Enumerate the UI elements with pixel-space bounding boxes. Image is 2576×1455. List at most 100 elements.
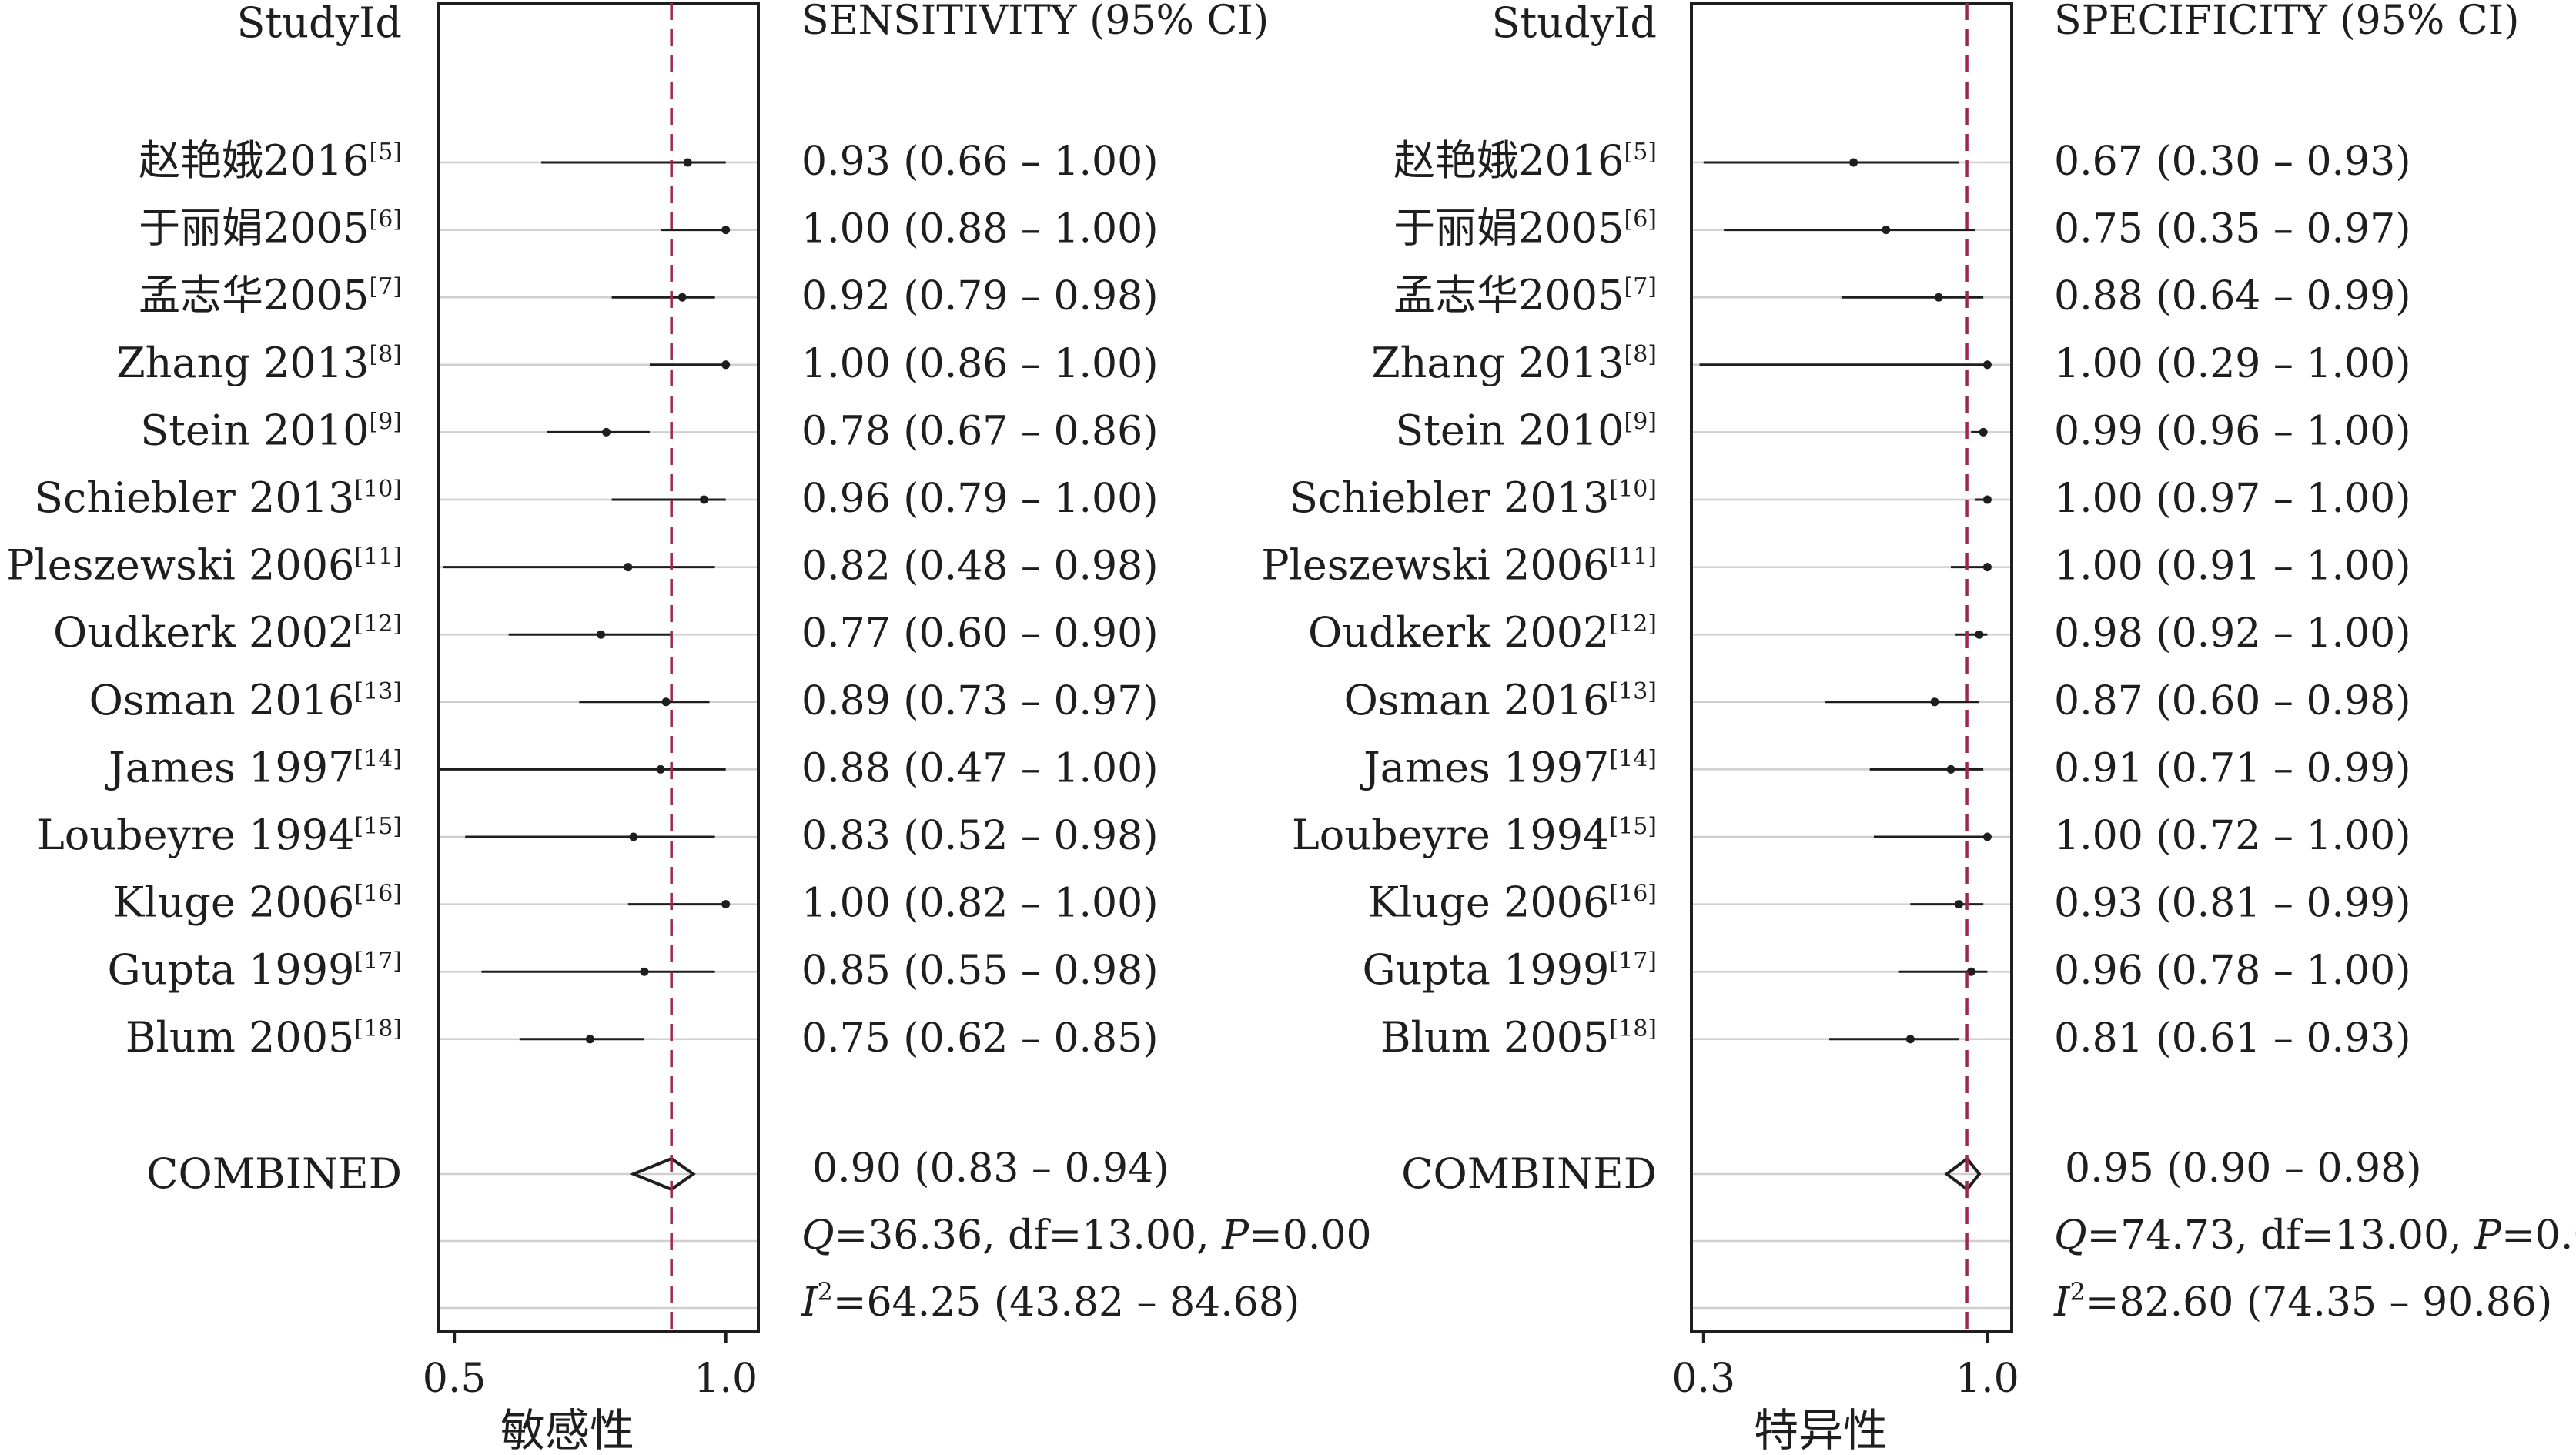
plot-frame bbox=[437, 2, 760, 1333]
study-estimate-text: 0.98 (0.92 – 1.00) bbox=[2054, 610, 2411, 657]
study-estimate-text: 0.88 (0.64 – 0.99) bbox=[2054, 273, 2411, 319]
study-estimate-text: 0.99 (0.96 – 1.00) bbox=[2054, 408, 2411, 454]
study-label: 于丽娟2005[6] bbox=[139, 204, 402, 253]
study-point bbox=[1982, 563, 1992, 572]
study-estimate-text: 1.00 (0.82 – 1.00) bbox=[801, 881, 1159, 927]
study-point bbox=[656, 764, 665, 774]
study-point bbox=[597, 630, 606, 639]
i2-statistic-text: I2=64.25 (43.82 – 84.68) bbox=[801, 1277, 1300, 1326]
study-point bbox=[640, 967, 649, 976]
study-label: Blum 2005[18] bbox=[1380, 1013, 1657, 1062]
study-point bbox=[677, 293, 687, 302]
studyid-header: StudyId bbox=[237, 0, 402, 47]
plot-frame bbox=[1690, 2, 2013, 1333]
x-tick-label: 0.3 bbox=[1671, 1356, 1735, 1402]
study-point bbox=[1930, 697, 1939, 707]
forest-panel-2: StudyId SPECIFICITY (95% CI) 赵艳娥2016[5] 0.6… bbox=[1261, 0, 2576, 1455]
study-point bbox=[1849, 158, 1858, 167]
study-label: Zhang 2013[8] bbox=[116, 339, 402, 387]
study-label: Osman 2016[13] bbox=[1344, 676, 1657, 724]
x-axis-label: 敏感性 bbox=[500, 1404, 634, 1455]
study-label: Gupta 1999[17] bbox=[107, 945, 402, 994]
study-estimate-text: 1.00 (0.88 – 1.00) bbox=[801, 206, 1159, 253]
study-point bbox=[1979, 427, 1988, 436]
study-point bbox=[683, 158, 692, 167]
x-tick-label: 1.0 bbox=[1955, 1356, 2019, 1402]
study-estimate-text: 0.85 (0.55 – 0.98) bbox=[801, 948, 1159, 994]
study-estimate-text: 1.00 (0.29 – 1.00) bbox=[2054, 341, 2411, 387]
study-label: Schiebler 2013[10] bbox=[35, 473, 402, 522]
study-label: 赵艳娥2016[5] bbox=[139, 136, 402, 185]
study-estimate-text: 1.00 (0.97 – 1.00) bbox=[2054, 476, 2411, 522]
i2-statistic-text: I2=82.60 (74.35 – 90.86) bbox=[2053, 1277, 2552, 1326]
study-estimate-text: 0.83 (0.52 – 0.98) bbox=[801, 813, 1159, 859]
study-point bbox=[1966, 967, 1975, 976]
study-point bbox=[721, 900, 731, 909]
study-estimate-text: 0.75 (0.35 – 0.97) bbox=[2054, 206, 2411, 253]
study-estimate-text: 0.96 (0.78 – 1.00) bbox=[2054, 948, 2411, 994]
study-label: Loubeyre 1994[15] bbox=[1292, 811, 1657, 859]
study-estimate-text: 0.82 (0.48 – 0.98) bbox=[801, 544, 1159, 590]
study-label: Blum 2005[18] bbox=[125, 1013, 402, 1062]
study-label: Oudkerk 2002[12] bbox=[1308, 608, 1657, 657]
study-point bbox=[602, 427, 611, 436]
x-axis-label: 特异性 bbox=[1754, 1404, 1888, 1455]
study-label: 孟志华2005[7] bbox=[1393, 271, 1657, 319]
study-point bbox=[1982, 360, 1992, 370]
q-statistic-text: Q=74.73, df=13.00, P=0.00 bbox=[2054, 1212, 2576, 1259]
study-label: Kluge 2006[16] bbox=[113, 878, 402, 927]
study-label: Pleszewski 2006[11] bbox=[1261, 541, 1657, 590]
study-estimate-text: 1.00 (0.72 – 1.00) bbox=[2054, 813, 2411, 859]
study-point bbox=[661, 697, 671, 707]
study-label: James 1997[14] bbox=[1360, 743, 1657, 791]
study-label: Kluge 2006[16] bbox=[1368, 878, 1657, 927]
study-estimate-text: 0.93 (0.66 – 1.00) bbox=[801, 139, 1159, 185]
combined-diamond bbox=[1944, 1156, 1982, 1192]
study-label: Oudkerk 2002[12] bbox=[53, 608, 402, 657]
study-label: 赵艳娥2016[5] bbox=[1393, 136, 1657, 185]
combined-label: COMBINED bbox=[146, 1149, 402, 1198]
study-estimate-text: 1.00 (0.86 – 1.00) bbox=[801, 341, 1159, 387]
study-label: Gupta 1999[17] bbox=[1362, 945, 1657, 994]
study-point bbox=[1982, 832, 1992, 841]
study-label: Schiebler 2013[10] bbox=[1290, 473, 1657, 522]
study-estimate-text: 0.77 (0.60 – 0.90) bbox=[801, 610, 1159, 657]
study-estimate-text: 0.87 (0.60 – 0.98) bbox=[2054, 678, 2411, 724]
study-label: Stein 2010[9] bbox=[140, 406, 402, 454]
study-point bbox=[721, 360, 731, 370]
study-point bbox=[629, 832, 638, 841]
study-estimate-text: 0.92 (0.79 – 0.98) bbox=[801, 273, 1159, 319]
studyid-header: StudyId bbox=[1492, 0, 1657, 47]
study-estimate-text: 0.88 (0.47 – 1.00) bbox=[801, 745, 1159, 791]
study-estimate-text: 0.96 (0.79 – 1.00) bbox=[801, 476, 1159, 522]
study-point bbox=[1905, 1035, 1915, 1044]
study-point bbox=[624, 563, 633, 572]
forest-panel-1: StudyId SENSITIVITY (95% CI) 赵艳娥2016[5] 0.9… bbox=[6, 0, 1371, 1455]
study-point bbox=[699, 495, 708, 504]
estimate-header: SPECIFICITY (95% CI) bbox=[2054, 0, 2519, 44]
combined-diamond bbox=[629, 1156, 696, 1192]
study-point bbox=[1975, 630, 1984, 639]
study-estimate-text: 0.89 (0.73 – 0.97) bbox=[801, 678, 1159, 724]
study-label: Stein 2010[9] bbox=[1395, 406, 1657, 454]
study-estimate-text: 0.75 (0.62 – 0.85) bbox=[801, 1015, 1159, 1062]
study-label: 于丽娟2005[6] bbox=[1393, 204, 1657, 253]
study-estimate-text: 0.78 (0.67 – 0.86) bbox=[801, 408, 1159, 454]
study-label: Zhang 2013[8] bbox=[1371, 339, 1657, 387]
study-point bbox=[1934, 293, 1943, 302]
study-estimate-text: 1.00 (0.91 – 1.00) bbox=[2054, 544, 2411, 590]
estimate-header: SENSITIVITY (95% CI) bbox=[801, 0, 1269, 44]
study-label: 孟志华2005[7] bbox=[139, 271, 402, 319]
study-label: Pleszewski 2006[11] bbox=[6, 541, 402, 590]
combined-estimate-text: 0.95 (0.90 – 0.98) bbox=[2065, 1146, 2422, 1192]
combined-label: COMBINED bbox=[1401, 1149, 1657, 1198]
study-point bbox=[1955, 900, 1964, 909]
study-label: Loubeyre 1994[15] bbox=[37, 811, 402, 859]
study-estimate-text: 0.67 (0.30 – 0.93) bbox=[2054, 139, 2411, 185]
x-tick-label: 1.0 bbox=[694, 1356, 758, 1402]
study-point bbox=[1982, 495, 1992, 504]
study-point bbox=[585, 1035, 594, 1044]
study-point bbox=[721, 226, 731, 235]
study-estimate-text: 0.91 (0.71 – 0.99) bbox=[2054, 745, 2411, 791]
